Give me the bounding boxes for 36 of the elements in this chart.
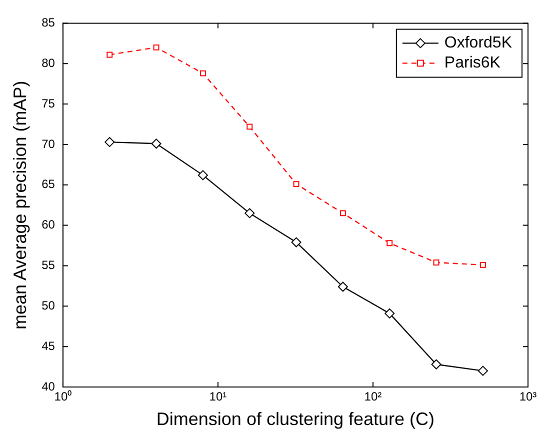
legend-label: Oxford5K xyxy=(444,34,512,52)
point xyxy=(246,124,253,130)
point xyxy=(386,240,393,246)
point xyxy=(151,138,162,149)
y-axis-title: mean Average precision (mAP) xyxy=(10,80,30,330)
point xyxy=(153,44,160,50)
point xyxy=(340,210,346,216)
x-tick-label: 10⁰ xyxy=(54,390,72,404)
point xyxy=(431,359,442,370)
point xyxy=(198,170,208,180)
legend-label: Paris6K xyxy=(444,54,501,72)
x-tick-label: 10³ xyxy=(519,390,537,404)
point xyxy=(106,52,113,58)
point xyxy=(480,262,486,268)
y-tick-label: 50 xyxy=(42,298,56,312)
y-tick-label: 65 xyxy=(42,177,56,192)
y-tick-label: 85 xyxy=(42,16,56,30)
point xyxy=(384,308,395,318)
point xyxy=(338,282,348,292)
y-tick-label: 60 xyxy=(42,218,56,232)
point xyxy=(104,137,115,148)
y-tick-label: 40 xyxy=(42,379,56,394)
point xyxy=(244,208,255,218)
x-tick-label: 10¹ xyxy=(209,390,227,404)
y-tick-label: 70 xyxy=(42,136,56,151)
x-tick-label: 10² xyxy=(364,390,382,404)
point xyxy=(200,70,206,76)
point xyxy=(433,260,440,266)
point xyxy=(291,237,302,248)
y-tick-label: 80 xyxy=(42,56,56,70)
y-tick-label: 55 xyxy=(42,258,56,272)
y-tick-label: 75 xyxy=(42,96,56,110)
point xyxy=(293,181,300,188)
point xyxy=(478,366,488,376)
x-axis-title: Dimension of clustering feature (C) xyxy=(156,409,435,430)
y-tick-label: 45 xyxy=(42,338,56,353)
